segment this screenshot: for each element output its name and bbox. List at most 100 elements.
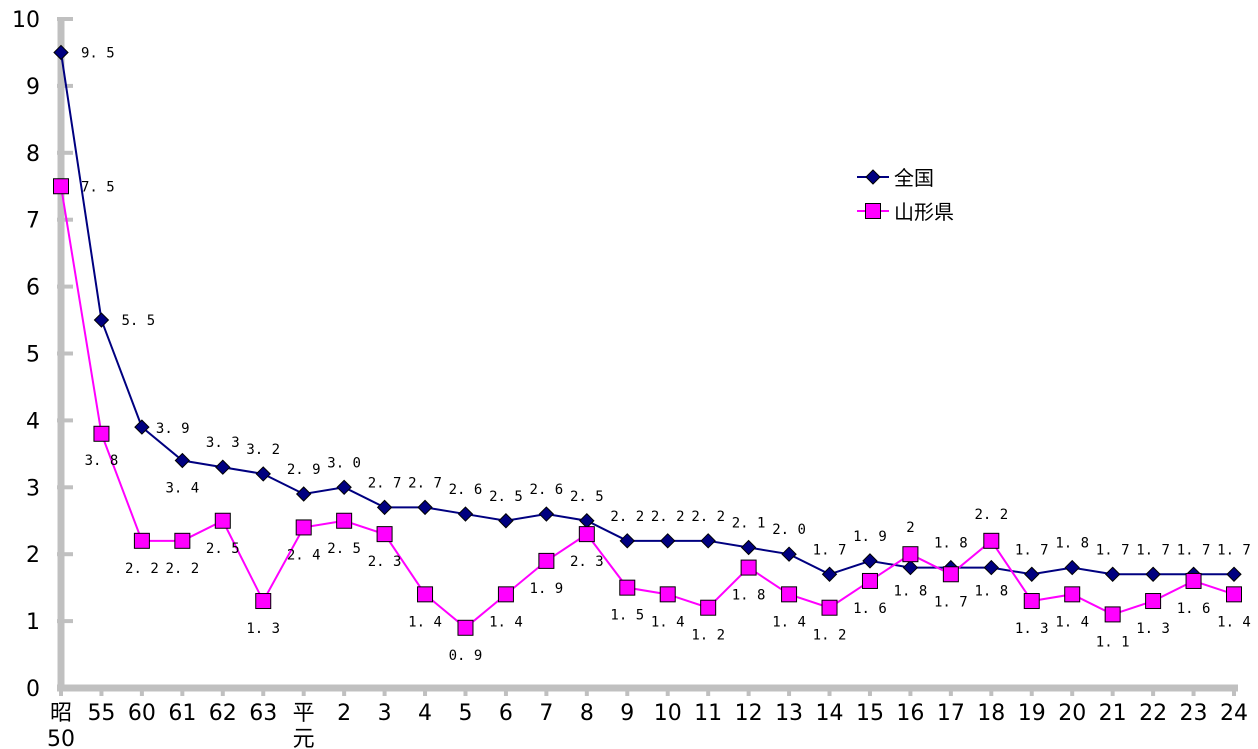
- diamond-marker: [700, 533, 716, 549]
- x-tick-label: 昭: [50, 701, 72, 726]
- square-marker: [336, 512, 353, 529]
- series-line-2: [60, 186, 1235, 630]
- square-marker: [417, 586, 434, 603]
- series-line-1: [60, 52, 1234, 576]
- diamond-marker: [255, 466, 271, 482]
- x-tick-label: 60: [128, 701, 156, 726]
- data-label: 1. 5: [610, 608, 644, 624]
- square-marker: [497, 586, 514, 603]
- data-label: 2. 1: [732, 516, 766, 532]
- y-tick-label: 0: [26, 677, 40, 702]
- data-label: 9. 5: [81, 45, 115, 61]
- data-label: 0. 9: [449, 648, 483, 664]
- x-tick-label: 7: [539, 701, 553, 726]
- data-labels: 9. 5 5. 5 3. 9 3. 4 3. 3 3. 2 2. 9 3. 0 2. 7 2. 7…: [81, 45, 1251, 663]
- data-label: 1. 8: [974, 584, 1008, 600]
- diamond-marker: [821, 566, 838, 582]
- y-tick-label: 4: [26, 409, 40, 434]
- square-marker: [902, 546, 919, 563]
- data-label: 2. 0: [772, 522, 806, 538]
- diamond-marker: [336, 479, 352, 496]
- diamond-marker: [93, 312, 110, 328]
- data-label: 2. 2: [691, 509, 725, 525]
- square-marker: [133, 532, 150, 549]
- data-label: 1. 9: [530, 581, 564, 597]
- diamond-marker: [1064, 559, 1080, 576]
- diamond-marker: [579, 513, 595, 529]
- diamond-marker: [740, 539, 757, 556]
- square-marker: [659, 586, 676, 603]
- x-tick-label: 62: [209, 701, 237, 726]
- x-tick-label: 14: [816, 701, 844, 726]
- data-label: 1. 2: [691, 628, 725, 644]
- square-marker: [821, 599, 838, 616]
- data-label: 1. 4: [651, 614, 685, 630]
- x-tick-label: 13: [775, 701, 803, 726]
- data-label: 2. 7: [408, 475, 442, 491]
- x-tick-label: 55: [87, 701, 115, 726]
- square-marker: [861, 572, 878, 589]
- data-label: 1. 7: [1136, 542, 1170, 558]
- data-label: 1. 7: [1096, 542, 1130, 558]
- x-tick-label: 5: [458, 701, 472, 726]
- legend-square-marker: [865, 203, 881, 219]
- data-label: 1. 7: [1015, 542, 1049, 558]
- square-marker: [1185, 572, 1202, 589]
- diamond-marker: [902, 559, 919, 576]
- square-marker: [1145, 593, 1162, 610]
- x-tick-label: 17: [937, 701, 965, 726]
- data-label: 1. 8: [1055, 536, 1089, 552]
- square-marker: [740, 559, 757, 576]
- data-label: 5. 5: [121, 313, 155, 329]
- x-tick-label: 8: [580, 701, 594, 726]
- x-tick-label: 3: [378, 701, 392, 726]
- data-label: 3. 9: [156, 421, 190, 437]
- square-marker: [53, 178, 69, 195]
- data-label: 1. 8: [934, 536, 968, 552]
- diamond-marker: [376, 499, 393, 516]
- data-label: 2. 2: [974, 507, 1008, 523]
- square-marker: [1104, 606, 1121, 623]
- legend-diamond-marker: [865, 169, 881, 185]
- data-label: 1. 2: [813, 628, 847, 644]
- data-label: 2. 6: [530, 482, 564, 498]
- data-label: 1. 4: [489, 614, 523, 630]
- x-tick-label: 4: [418, 701, 432, 726]
- square-marker: [781, 586, 798, 603]
- diamond-marker: [215, 459, 231, 475]
- square-marker: [214, 512, 231, 529]
- x-tick-label: 20: [1058, 701, 1086, 726]
- data-label: 7. 5: [81, 179, 115, 195]
- y-tick-label: 10: [12, 8, 40, 33]
- x-tick-label: 19: [1018, 701, 1046, 726]
- x-tick-label: 16: [896, 701, 924, 726]
- data-label: 2. 4: [287, 547, 321, 563]
- data-label: 2. 5: [206, 541, 240, 557]
- data-label: 2. 3: [368, 554, 402, 570]
- x-tick-label: 24: [1220, 701, 1248, 726]
- data-label: 2. 6: [449, 482, 483, 498]
- y-tick-label: 7: [26, 209, 40, 234]
- diamond-marker: [295, 486, 312, 502]
- data-label: 2. 2: [125, 561, 159, 577]
- data-label: 1. 4: [772, 614, 806, 630]
- diamond-marker: [619, 533, 635, 549]
- square-marker: [1023, 593, 1040, 610]
- y-tick-label: 8: [26, 142, 40, 167]
- diamond-marker: [862, 553, 878, 569]
- diamond-marker: [983, 559, 1000, 576]
- square-marker: [619, 579, 636, 596]
- x-tick-label: 9: [620, 701, 634, 726]
- diamond-marker: [417, 499, 433, 516]
- data-label: 2. 2: [651, 509, 685, 525]
- data-label: 3. 4: [165, 481, 199, 497]
- square-marker: [1226, 586, 1242, 603]
- diamond-marker: [781, 546, 797, 562]
- diamond-marker: [53, 44, 69, 61]
- data-label: 2. 5: [489, 489, 523, 505]
- square-marker: [983, 532, 1000, 549]
- data-label: 3. 2: [246, 442, 280, 458]
- diamond-marker: [174, 452, 191, 469]
